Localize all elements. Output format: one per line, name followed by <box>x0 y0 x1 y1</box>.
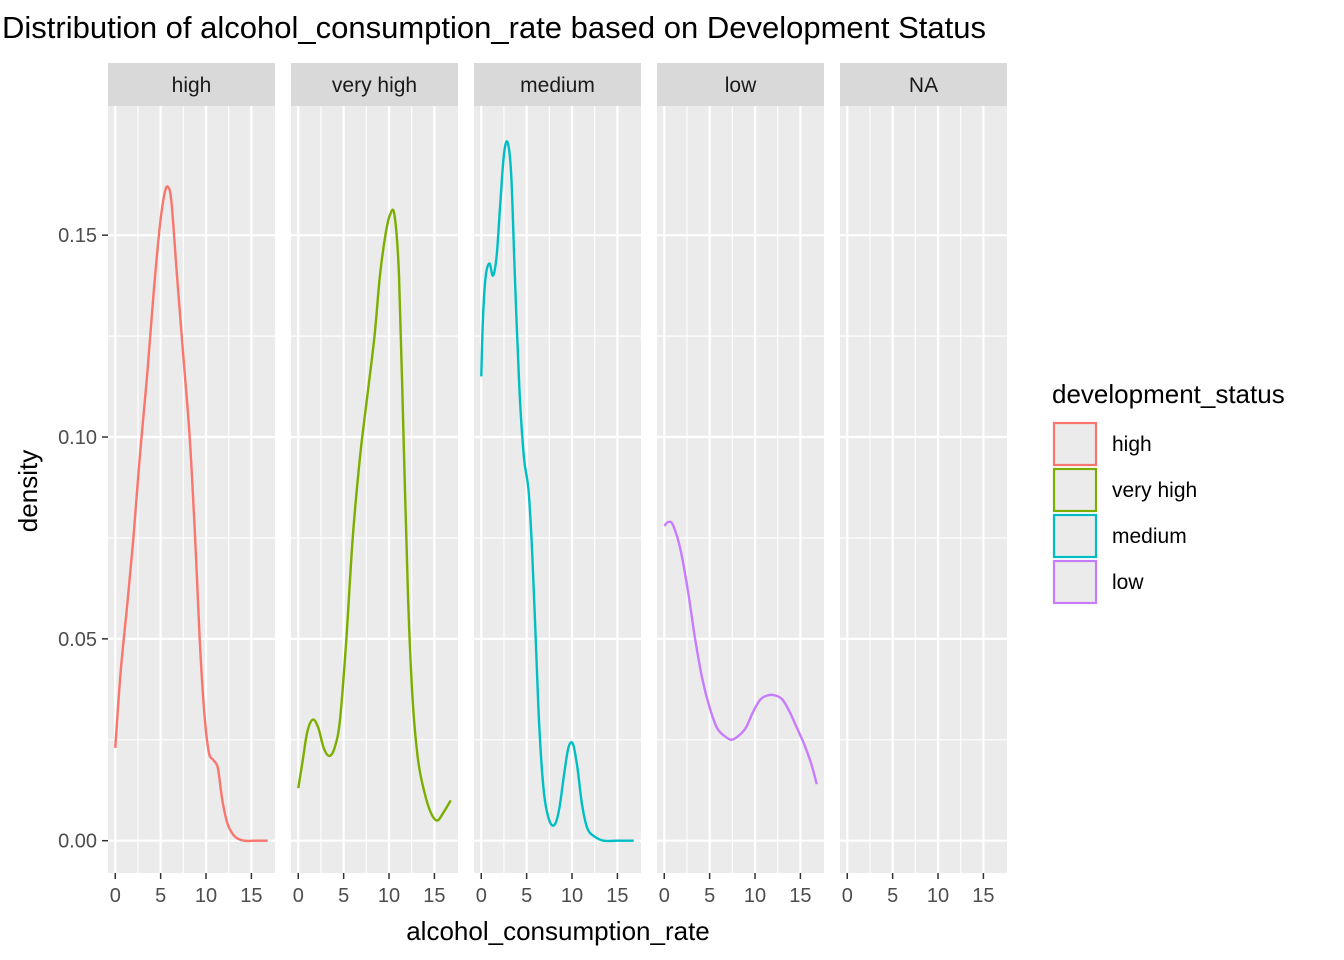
panel-background <box>840 106 1007 873</box>
legend-keys: high very high medium low <box>1052 421 1197 605</box>
legend-key <box>1052 559 1098 605</box>
facet-strip <box>657 63 824 106</box>
x-tick-label: 0 <box>476 885 487 907</box>
y-tick-label: 0.05 <box>58 629 97 651</box>
legend-title: development_status <box>1052 379 1285 409</box>
legend-label: very high <box>1112 479 1197 502</box>
x-tick-label: 0 <box>842 885 853 907</box>
x-tick-label: 10 <box>195 885 217 907</box>
facet-strip <box>108 63 275 106</box>
x-tick-label: 0 <box>110 885 121 907</box>
density-line-high <box>114 185 268 843</box>
panel-background <box>474 106 641 873</box>
facet-strip-label: very high <box>332 74 417 97</box>
y-tick-label: 0.15 <box>58 225 97 247</box>
x-tick-label: 5 <box>338 885 349 907</box>
legend-label: high <box>1112 433 1152 456</box>
legend-label: low <box>1112 571 1144 594</box>
x-tick-label: 15 <box>423 885 445 907</box>
y-axis-title: density <box>13 450 43 532</box>
x-tick-label: 15 <box>789 885 811 907</box>
density-line-medium <box>480 140 634 843</box>
x-tick-label: 10 <box>927 885 949 907</box>
legend-key <box>1052 467 1098 513</box>
x-tick-label: 15 <box>606 885 628 907</box>
x-tick-label: 10 <box>561 885 583 907</box>
density-line-low <box>663 520 818 785</box>
x-tick-label: 5 <box>521 885 532 907</box>
legend-key <box>1052 421 1098 467</box>
facet-panel: NA 0 5 10 15 <box>840 63 1007 907</box>
y-tick-label: 0.10 <box>58 427 97 449</box>
legend-key <box>1052 513 1098 559</box>
x-tick-label: 5 <box>155 885 166 907</box>
density-line-very-high <box>297 208 452 822</box>
legend-item: medium <box>1052 513 1187 559</box>
panel-background <box>657 106 824 873</box>
legend-label: medium <box>1112 525 1187 548</box>
facet-strip-label: low <box>725 74 757 97</box>
chart-title: Distribution of alcohol_consumption_rate… <box>2 10 986 45</box>
facet-strip <box>474 63 641 106</box>
x-tick-label: 5 <box>704 885 715 907</box>
facet-panel: low 0 5 10 15 <box>657 63 824 907</box>
y-tick-label: 0.00 <box>58 831 97 853</box>
x-tick-label: 10 <box>378 885 400 907</box>
x-tick-label: 0 <box>659 885 670 907</box>
y-axis: 0.00 0.05 0.10 0.15 <box>58 225 108 853</box>
facet-strip-label: medium <box>520 74 595 97</box>
x-tick-label: 15 <box>240 885 262 907</box>
facet-strip <box>840 63 1007 106</box>
legend-item: high <box>1052 421 1152 467</box>
panel-background <box>291 106 458 873</box>
x-tick-label: 0 <box>293 885 304 907</box>
legend-item: low <box>1052 559 1144 605</box>
x-tick-label: 15 <box>972 885 994 907</box>
x-tick-label: 10 <box>744 885 766 907</box>
facet-panel: medium 0 5 10 15 <box>474 63 641 907</box>
facet-strip-label: high <box>172 74 212 97</box>
legend: development_status high very high medium lo… <box>1052 379 1285 605</box>
x-tick-label: 5 <box>887 885 898 907</box>
x-axis-title: alcohol_consumption_rate <box>406 916 710 946</box>
facet-panel: very high 0 5 10 15 <box>291 63 458 907</box>
facet-strip <box>291 63 458 106</box>
facet-strip-label: NA <box>909 74 938 97</box>
legend-item: very high <box>1052 467 1197 513</box>
